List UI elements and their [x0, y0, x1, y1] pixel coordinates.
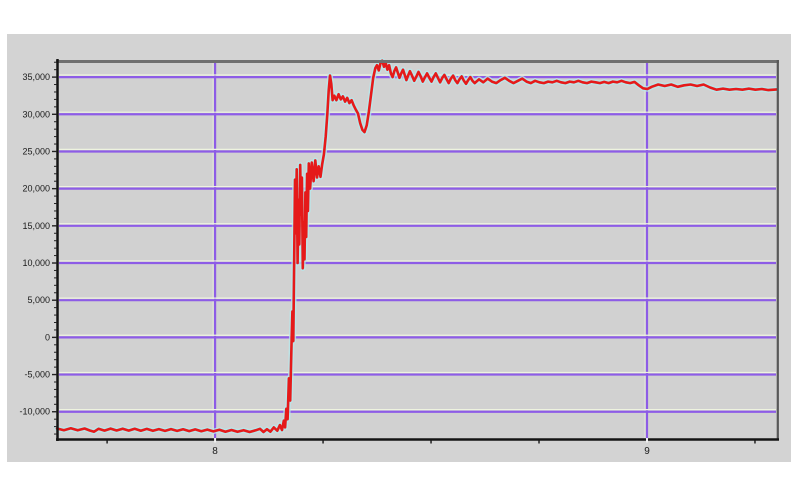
y-tick-label: 25,000 [22, 146, 50, 156]
y-tick-label: 20,000 [22, 184, 50, 194]
y-tick-label: 15,000 [22, 221, 50, 231]
y-tick-label: 30,000 [22, 109, 50, 119]
y-tick-label: 35,000 [22, 72, 50, 82]
y-tick-label: 5,000 [27, 295, 50, 305]
y-tick-label: -5,000 [24, 370, 50, 380]
x-tick-label: 8 [212, 446, 218, 457]
y-tick-label: -10,000 [19, 407, 50, 417]
y-tick-label: 10,000 [22, 258, 50, 268]
x-tick-label: 9 [644, 446, 650, 457]
plot-background [57, 60, 777, 440]
y-tick-label: 0 [45, 332, 50, 342]
chart-panel: 35,000 30,000 25,000 20,000 15,000 10,000 5,00… [7, 34, 791, 462]
chart-svg: 35,000 30,000 25,000 20,000 15,000 10,000 5,00… [19, 57, 780, 457]
